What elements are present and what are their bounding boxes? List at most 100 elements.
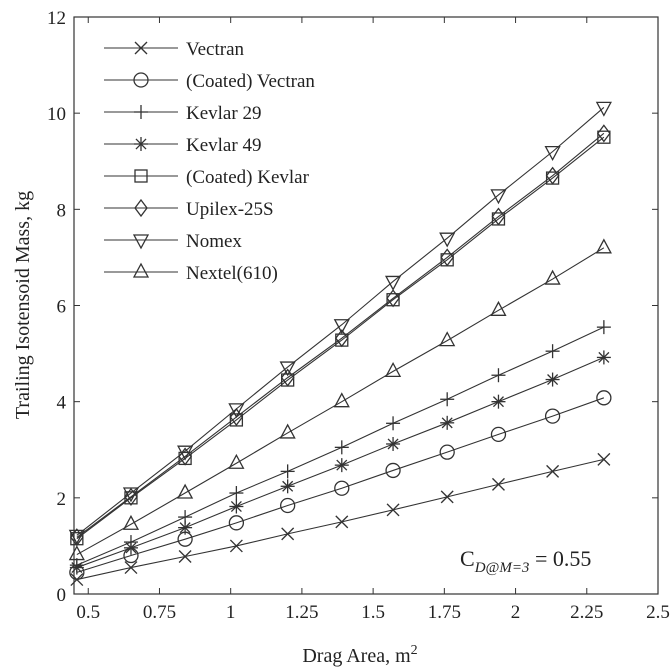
data-point — [544, 408, 561, 424]
series-coated-kevlar — [70, 130, 611, 546]
data-point — [229, 499, 244, 514]
data-point — [386, 436, 401, 451]
data-point — [279, 361, 296, 377]
marker-triangle-down — [132, 234, 150, 250]
data-point — [546, 464, 560, 478]
marker-circle — [133, 72, 149, 88]
marker-diamond — [134, 198, 148, 218]
data-point — [490, 189, 507, 205]
legend-label: Nextel(610) — [186, 263, 278, 284]
data-point — [440, 490, 454, 504]
legend-label: Nomex — [186, 231, 242, 252]
series-line — [76, 397, 605, 573]
data-point — [177, 445, 194, 461]
data-point — [228, 403, 245, 419]
legend-label: Kevlar 29 — [186, 103, 261, 124]
series-line — [76, 106, 605, 536]
y-axis: 0 2 4 6 8 10 12 — [47, 8, 658, 606]
data-point — [544, 269, 561, 285]
data-point — [440, 415, 455, 430]
y-axis-label: Trailing Isotensoid Mass, kg — [12, 191, 34, 419]
data-point — [545, 166, 560, 185]
series-line — [76, 326, 605, 566]
series-line — [76, 356, 605, 569]
legend-entry: (Coated) Vectran — [104, 71, 315, 92]
data-point — [491, 394, 506, 409]
x-tick-label: 1.5 — [361, 602, 385, 623]
data-point — [122, 514, 140, 530]
data-point — [178, 550, 192, 563]
data-point — [177, 483, 194, 499]
data-point — [439, 331, 456, 347]
data-point — [279, 423, 296, 439]
data-point — [595, 101, 612, 117]
series-nextel-610 — [68, 238, 612, 561]
legend-label: Vectran — [186, 39, 245, 60]
data-point — [333, 392, 350, 408]
series-coated-vectran — [69, 390, 612, 581]
drag-coefficient-annotation: CD@M=3 = 0.55 — [460, 546, 591, 576]
data-point — [280, 479, 295, 494]
x-tick-label: 1 — [226, 602, 236, 623]
series-line — [76, 247, 605, 556]
data-point — [229, 407, 244, 427]
legend-label: (Coated) Vectran — [186, 71, 315, 92]
data-point — [386, 289, 400, 308]
y-tick-label: 10 — [47, 104, 66, 125]
legend-entry: Vectran — [104, 39, 245, 60]
data-point — [178, 520, 193, 535]
data-point — [281, 527, 295, 541]
data-point — [596, 320, 611, 335]
legend-entry: Kevlar 29 — [104, 103, 261, 124]
data-point — [595, 238, 612, 254]
annotation-suffix: = 0.55 — [529, 546, 591, 571]
x-axis-label-superscript: 2 — [411, 643, 418, 658]
annotation-subscript: D@M=3 — [474, 560, 530, 576]
x-tick-label: 2.25 — [570, 602, 603, 623]
series-nomex — [68, 101, 612, 545]
plot-area-frame — [73, 16, 659, 595]
data-point — [333, 319, 350, 335]
x-tick-label: 1.25 — [285, 602, 318, 623]
series-line — [76, 136, 605, 540]
legend-label: Upilex-25S — [186, 199, 274, 220]
legend-label: Kevlar 49 — [186, 135, 261, 156]
data-point — [545, 344, 560, 359]
x-tick-label: 2.5 — [646, 602, 670, 623]
marker-triangle-up — [132, 262, 150, 278]
legend-entry: Kevlar 49 — [104, 135, 261, 156]
data-point — [124, 561, 138, 575]
data-point — [69, 560, 84, 575]
data-point — [490, 300, 507, 316]
data-point — [386, 416, 401, 431]
y-tick-label: 2 — [57, 489, 67, 510]
y-tick-label: 6 — [57, 297, 67, 318]
data-point — [491, 368, 506, 383]
data-point — [440, 392, 455, 407]
data-point — [334, 480, 350, 496]
data-point — [386, 503, 400, 517]
x-tick-label: 0.75 — [143, 602, 176, 623]
marker-plus — [134, 105, 148, 119]
data-point — [597, 130, 611, 144]
legend-entry: Nextel(610) — [104, 262, 278, 284]
data-point — [280, 368, 295, 387]
data-point — [491, 207, 506, 226]
data-point — [384, 362, 402, 378]
data-point — [597, 452, 611, 466]
series-kevlar-29 — [69, 320, 611, 573]
data-point — [490, 426, 507, 443]
x-tick-label: 0.5 — [76, 602, 100, 623]
x-axis-label: Drag Area, m2 — [302, 643, 417, 667]
series-line — [76, 132, 605, 538]
data-point — [229, 486, 244, 501]
data-point — [439, 444, 455, 460]
data-point — [384, 275, 402, 291]
data-point — [439, 232, 456, 248]
marker-square — [134, 169, 148, 183]
marker-star — [134, 137, 148, 151]
data-point — [596, 350, 611, 365]
data-point — [123, 540, 138, 555]
